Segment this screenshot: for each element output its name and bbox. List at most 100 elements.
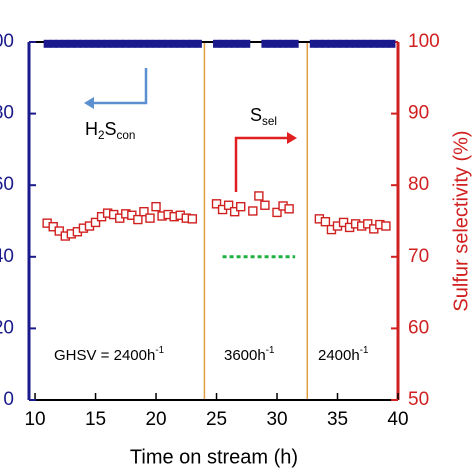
marker [267, 39, 275, 48]
left-arrow [90, 68, 148, 105]
marker [334, 39, 342, 48]
marker [219, 39, 227, 48]
marker [346, 39, 354, 48]
marker [327, 39, 335, 48]
marker [225, 39, 233, 48]
y2-tick-label: 80 [408, 174, 429, 195]
marker [382, 39, 390, 48]
x-tick-label: 20 [145, 409, 166, 430]
marker [134, 39, 142, 48]
annotation-part: -1 [360, 345, 369, 356]
y-tick-label: 100 [0, 31, 14, 52]
left-arrow-head [84, 97, 94, 109]
annotation: Ssel [250, 105, 277, 128]
annotation: GHSV = 2400h-1 [54, 345, 164, 364]
marker [358, 39, 366, 48]
right-arrow [234, 136, 290, 192]
marker [67, 39, 75, 48]
marker [133, 214, 143, 225]
marker [254, 191, 264, 201]
y2-axis-label: Sulfur selectivity (%) [450, 130, 472, 311]
marker [104, 39, 112, 48]
marker [261, 39, 269, 48]
marker [236, 201, 246, 212]
annotation-part: S [250, 105, 262, 125]
y2-tick-label: 70 [408, 246, 429, 267]
marker [146, 39, 154, 48]
x-tick-label: 35 [327, 409, 348, 430]
marker [90, 217, 101, 228]
marker [139, 206, 149, 217]
marker [187, 214, 198, 224]
marker [158, 39, 166, 48]
marker [213, 39, 221, 48]
arrows [84, 68, 297, 192]
marker [61, 39, 69, 48]
y-tick-label: 0 [3, 389, 14, 410]
annotation-part: 2400h [318, 347, 360, 364]
marker [376, 39, 384, 48]
marker [92, 39, 100, 48]
marker [140, 39, 148, 48]
y2-tick-label: 60 [408, 317, 429, 338]
marker [54, 226, 64, 236]
marker [272, 207, 282, 218]
annotation-part: 3600h [224, 347, 266, 364]
marker [188, 39, 196, 48]
annotation-part: -1 [266, 345, 275, 356]
annotation-part: 2 [98, 129, 105, 142]
x-tick-label: 30 [266, 409, 287, 430]
x-tick-label: 40 [387, 409, 408, 430]
marker [164, 39, 172, 48]
marker [85, 39, 93, 48]
marker [55, 39, 63, 48]
right-arrow-head [287, 132, 297, 144]
x-tick-label: 15 [85, 409, 106, 430]
marker [231, 39, 239, 48]
annotation-part: GHSV = 2400h [54, 347, 155, 364]
annotation-part: con [117, 129, 136, 142]
marker [194, 39, 202, 48]
marker [260, 200, 270, 210]
annotation: 2400h-1 [318, 345, 368, 364]
marker [363, 219, 373, 229]
y2-tick-label: 90 [408, 103, 429, 124]
y-tick-label: 80 [0, 103, 14, 124]
marker [223, 200, 234, 210]
marker [340, 39, 348, 48]
marker [370, 39, 378, 48]
y2-tick-label: 50 [408, 389, 429, 410]
marker [321, 39, 329, 48]
marker [243, 39, 251, 48]
marker [182, 39, 190, 48]
marker [176, 39, 184, 48]
marker [110, 39, 118, 48]
marker [279, 39, 287, 48]
marker [170, 39, 178, 48]
y2-tick-label: 100 [408, 31, 440, 52]
annotation-part: H [85, 119, 98, 139]
x-axis-label: Time on stream (h) [130, 446, 298, 468]
marker [315, 39, 323, 48]
x-tick-label: 10 [24, 409, 45, 430]
marker [116, 39, 124, 48]
marker [352, 39, 360, 48]
annotation-part: sel [262, 115, 277, 128]
marker [145, 213, 155, 223]
marker [381, 221, 391, 231]
marker [309, 39, 317, 48]
marker [291, 39, 299, 48]
marker [229, 206, 240, 217]
marker [73, 39, 81, 48]
annotation-part: -1 [155, 345, 164, 356]
annotation: H2Scon [85, 119, 135, 142]
marker [237, 39, 245, 48]
marker [211, 199, 222, 209]
marker [388, 39, 396, 48]
marker [320, 217, 331, 227]
annotation-part: S [105, 119, 117, 139]
marker [43, 39, 51, 48]
marker [122, 39, 130, 48]
marker [152, 39, 160, 48]
marker [364, 39, 372, 48]
